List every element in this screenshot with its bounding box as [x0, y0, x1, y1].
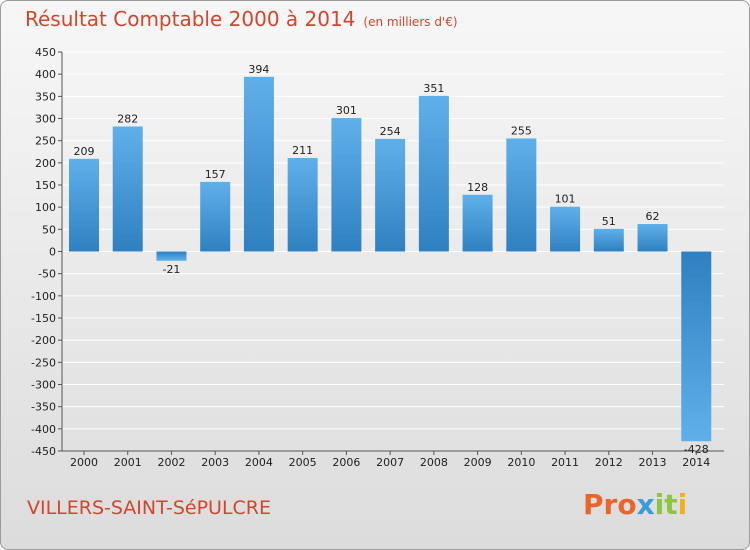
y-tick-label: -350	[31, 401, 56, 414]
bar-2008	[418, 95, 449, 252]
y-tick-label: 50	[42, 223, 56, 236]
x-tick-label-2011: 2011	[551, 456, 579, 469]
y-tick-label: -300	[31, 379, 56, 392]
data-label-2001: 282	[117, 112, 138, 125]
x-tick-label-2014: 2014	[682, 456, 710, 469]
bar-2004	[243, 76, 274, 252]
proxiti-logo: Proxiti	[583, 488, 687, 521]
logo-part-1: Pro	[583, 488, 637, 521]
data-label-2007: 254	[380, 125, 401, 138]
data-label-2010: 255	[511, 124, 532, 137]
y-tick-label: -150	[31, 312, 56, 325]
chart-title-text: Résultat Comptable 2000 à 2014	[25, 7, 356, 31]
bar-2002	[156, 251, 187, 261]
x-tick-label-2001: 2001	[114, 456, 142, 469]
y-tick-label: -250	[31, 356, 56, 369]
y-tick-label: -50	[38, 268, 56, 281]
x-tick-label-2013: 2013	[639, 456, 667, 469]
y-tick-label: -200	[31, 334, 56, 347]
data-label-2008: 351	[423, 82, 444, 95]
x-tick-label-2012: 2012	[595, 456, 623, 469]
data-label-2005: 211	[292, 144, 313, 157]
bar-2003	[200, 181, 231, 252]
data-label-2012: 51	[602, 215, 616, 228]
x-tick-label-2010: 2010	[507, 456, 535, 469]
y-tick-label: 300	[35, 113, 56, 126]
y-tick-label: -400	[31, 423, 56, 436]
x-tick-label-2009: 2009	[464, 456, 492, 469]
data-label-2002: -21	[162, 263, 180, 276]
data-label-2014: -428	[684, 443, 709, 456]
bar-2000	[69, 158, 99, 252]
data-label-2004: 394	[248, 63, 269, 76]
chart-title: Résultat Comptable 2000 à 2014 (en millie…	[25, 7, 458, 31]
data-label-2003: 157	[205, 168, 226, 181]
commune-name: VILLERS-SAINT-SéPULCRE	[27, 497, 272, 519]
x-tick-label-2007: 2007	[376, 456, 404, 469]
data-label-2006: 301	[336, 104, 357, 117]
bar-2007	[375, 138, 406, 252]
y-tick-label: -450	[31, 445, 56, 458]
logo-part-4: i	[677, 488, 688, 521]
x-tick-label-2000: 2000	[70, 456, 98, 469]
x-tick-label-2006: 2006	[332, 456, 360, 469]
bar-2011	[550, 206, 581, 252]
bar-2006	[331, 118, 362, 252]
y-tick-label: 200	[35, 157, 56, 170]
x-tick-label-2008: 2008	[420, 456, 448, 469]
bar-2014	[681, 251, 712, 442]
y-tick-label: -100	[31, 290, 56, 303]
bar-2013	[637, 224, 668, 252]
logo-part-3: it	[654, 488, 678, 521]
bar-2012	[593, 228, 624, 252]
data-label-2009: 128	[467, 181, 488, 194]
y-tick-label: 150	[35, 179, 56, 192]
y-tick-label: 350	[35, 90, 56, 103]
data-label-2011: 101	[555, 193, 576, 206]
bar-2005	[287, 157, 318, 252]
x-tick-label-2004: 2004	[245, 456, 273, 469]
y-tick-label: 450	[35, 46, 56, 59]
bar-2009	[462, 194, 493, 252]
y-tick-label: 400	[35, 68, 56, 81]
x-tick-label-2003: 2003	[201, 456, 229, 469]
chart-subtitle: (en milliers d'€)	[363, 15, 458, 29]
logo-part-2: x	[636, 488, 655, 521]
bar-2010	[506, 138, 537, 252]
x-tick-label-2005: 2005	[289, 456, 317, 469]
data-label-2000: 209	[74, 145, 95, 158]
bar-2001	[112, 126, 143, 252]
y-tick-label: 0	[49, 246, 56, 259]
data-label-2013: 62	[646, 210, 660, 223]
y-tick-label: 100	[35, 201, 56, 214]
x-tick-label-2002: 2002	[157, 456, 185, 469]
y-tick-label: 250	[35, 135, 56, 148]
